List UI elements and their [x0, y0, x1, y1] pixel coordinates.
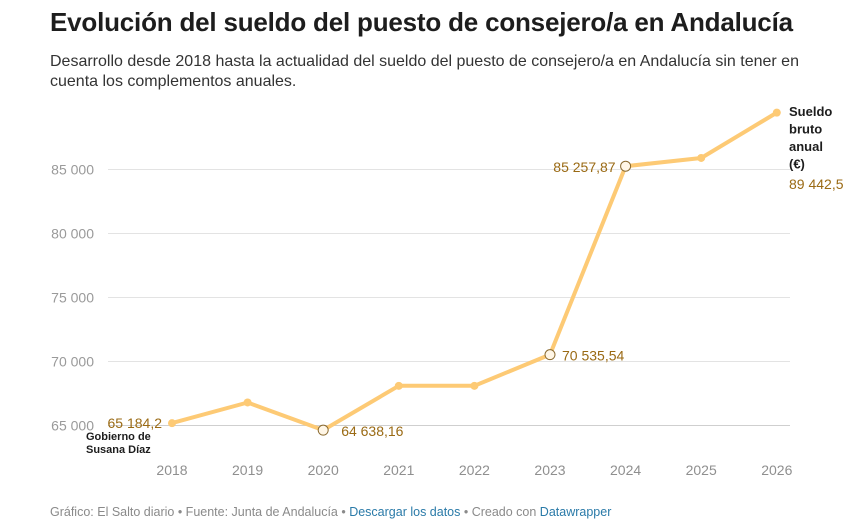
value-label: 89 442,5	[789, 176, 844, 192]
chart-title: Evolución del sueldo del puesto de conse…	[50, 7, 793, 37]
footer-created-with: • Creado con	[460, 505, 540, 519]
download-data-link[interactable]: Descargar los datos	[349, 505, 461, 519]
series-name-label: (€)	[789, 157, 805, 172]
point-markers	[168, 108, 781, 436]
x-tick-label: 2025	[686, 462, 717, 478]
data-point	[470, 381, 479, 390]
annotation-label: Gobierno de	[86, 431, 151, 443]
x-tick-label: 2022	[459, 462, 490, 478]
series-name-label: Sueldo	[789, 104, 832, 119]
annotation-label: Susana Díaz	[86, 444, 151, 456]
footer-source: Gráfico: El Salto diario • Fuente: Junta…	[50, 505, 350, 519]
x-tick-label: 2021	[383, 462, 414, 478]
series-name-label: bruto	[789, 122, 822, 137]
x-tick-label: 2020	[308, 462, 339, 478]
grid-layer	[108, 169, 790, 426]
value-label: 85 257,87	[553, 159, 615, 175]
y-tick-label: 85 000	[51, 162, 94, 178]
y-tick-label: 65 000	[51, 418, 94, 434]
y-tick-label: 80 000	[51, 226, 94, 242]
x-tick-label: 2026	[761, 462, 792, 478]
chart-subtitle: Desarrollo desde 2018 hasta la actualida…	[50, 53, 799, 90]
x-tick-label: 2019	[232, 462, 263, 478]
value-labels: 65 184,2 64 638,16 70 535,54 85 257,87 89 44…	[108, 159, 844, 439]
x-axis-ticks: 2018 2019 2020 2021 2022 2023 2024 2025 2026	[156, 462, 792, 478]
value-label: 65 184,2	[108, 415, 163, 431]
data-point	[394, 381, 403, 390]
data-point	[544, 349, 556, 361]
data-point	[772, 108, 781, 117]
x-tick-label: 2023	[534, 462, 565, 478]
data-point	[620, 160, 632, 172]
y-tick-label: 70 000	[51, 354, 94, 370]
value-label: 70 535,54	[562, 348, 624, 364]
data-point	[697, 153, 706, 162]
x-tick-label: 2024	[610, 462, 641, 478]
chart-footer: Gráfico: El Salto diario • Fuente: Junta…	[50, 505, 611, 519]
x-tick-label: 2018	[156, 462, 187, 478]
data-point	[317, 424, 329, 436]
series-name-label: anual	[789, 139, 823, 154]
value-label: 64 638,16	[341, 423, 403, 439]
y-tick-label: 75 000	[51, 290, 94, 306]
datawrapper-link[interactable]: Datawrapper	[539, 505, 612, 519]
data-point	[168, 419, 176, 428]
data-point	[243, 398, 252, 407]
y-axis-ticks: 65 000 70 000 75 000 80 000 85 000	[51, 162, 94, 434]
